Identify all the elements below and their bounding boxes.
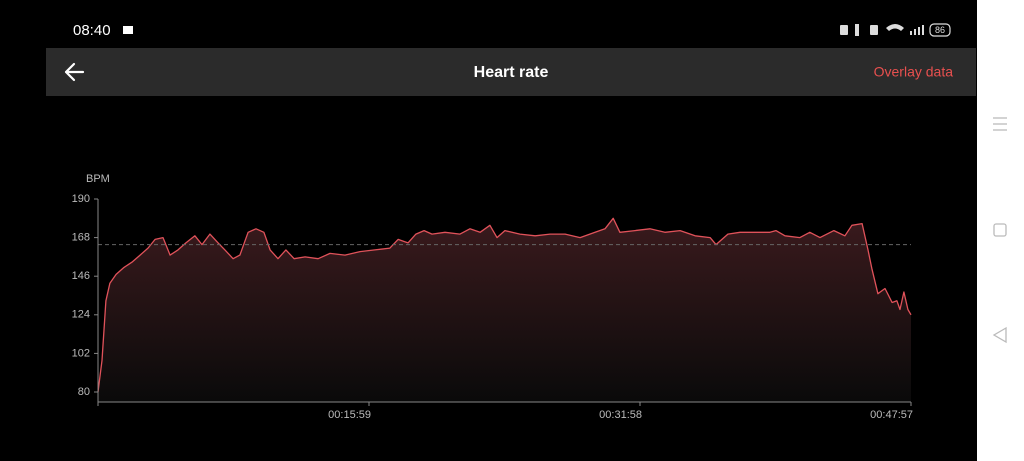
battery-icon xyxy=(929,23,951,37)
y-tick-label: 124 xyxy=(72,309,90,321)
header-bar xyxy=(46,48,976,96)
y-tick-label: 146 xyxy=(72,270,90,282)
x-tick-label: 00:31:58 xyxy=(599,409,642,421)
y-tick-label: 168 xyxy=(72,232,90,244)
y-tick-label: 102 xyxy=(72,347,90,359)
y-axis-label: BPM xyxy=(86,173,110,185)
battery-level: 86 xyxy=(935,25,945,35)
mail-icon xyxy=(123,26,133,34)
line-area xyxy=(98,218,911,402)
nav-bar xyxy=(977,0,1024,461)
y-tick-label: 80 xyxy=(78,386,90,398)
nav-home[interactable] xyxy=(993,223,1007,237)
y-tick-label: 190 xyxy=(72,193,90,205)
x-tick-label: 00:47:57 xyxy=(870,409,913,421)
nav-menu[interactable] xyxy=(993,117,1007,131)
status-time: 08:40 xyxy=(73,22,111,39)
chart: BPM 80 102 124 146 168 190 00:15:59 00:31:58 00:… xyxy=(72,173,913,421)
line xyxy=(97,217,912,393)
nav-back[interactable] xyxy=(992,326,1007,344)
header-title: Heart rate xyxy=(474,64,549,81)
x-tick-label: 00:15:59 xyxy=(328,409,371,421)
status-icons xyxy=(840,24,924,36)
back-button[interactable] xyxy=(64,62,85,82)
overlay-data-button[interactable]: Overlay data xyxy=(874,64,954,80)
